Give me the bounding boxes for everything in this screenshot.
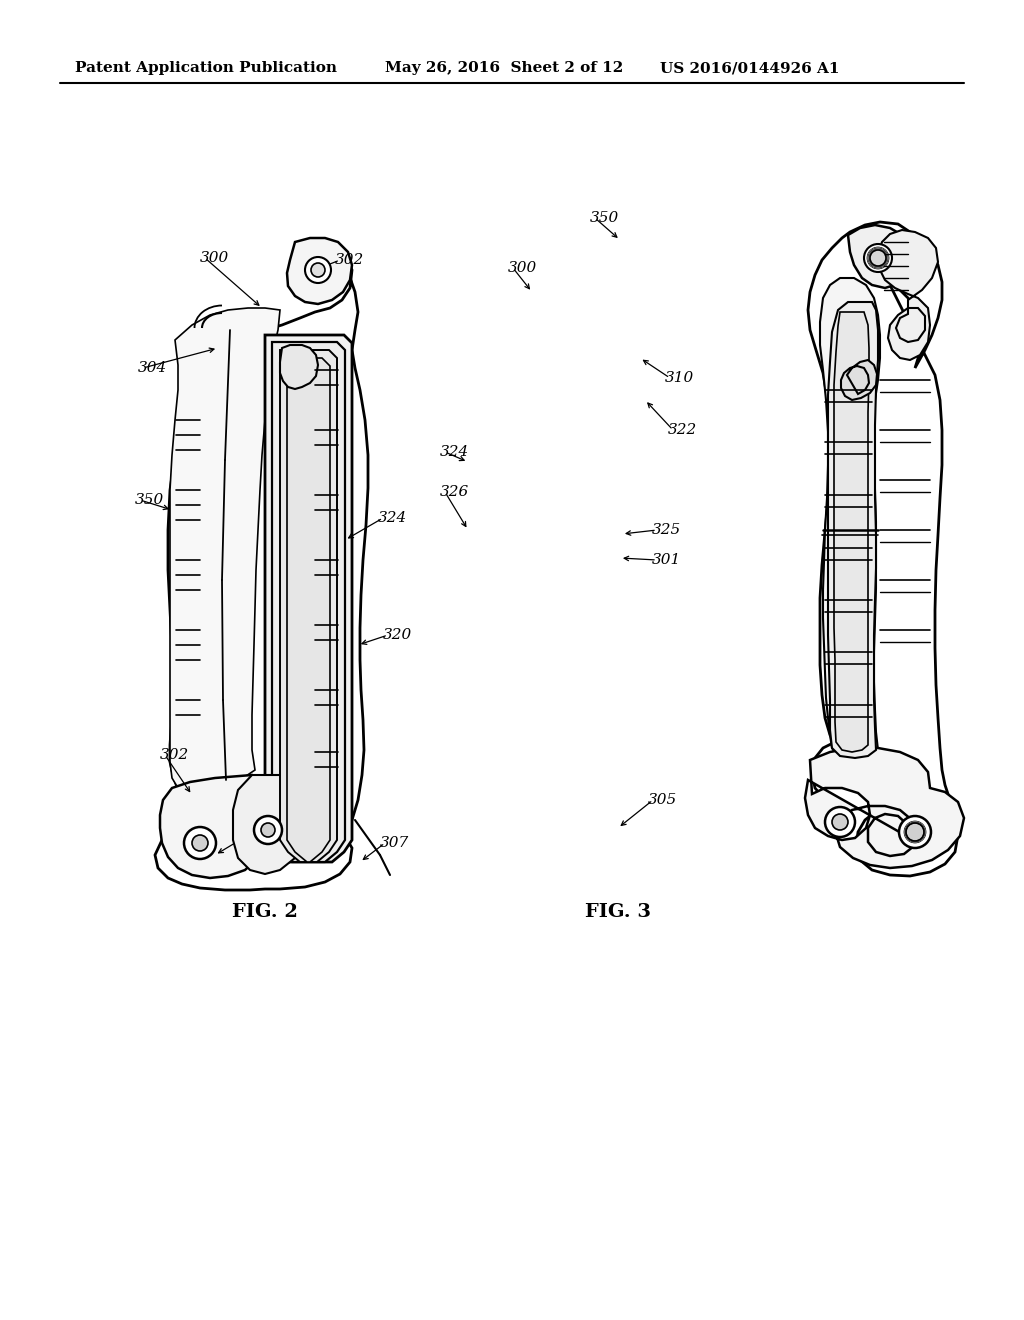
Text: 326: 326 [440, 484, 469, 499]
Text: 350: 350 [590, 211, 620, 224]
Text: Patent Application Publication: Patent Application Publication [75, 61, 337, 75]
Polygon shape [828, 302, 878, 758]
Text: 334: 334 [282, 851, 311, 865]
Circle shape [906, 822, 924, 841]
Polygon shape [834, 312, 869, 752]
Polygon shape [280, 345, 318, 389]
Text: 324: 324 [378, 511, 408, 525]
Polygon shape [233, 775, 302, 874]
Polygon shape [287, 358, 330, 862]
Text: May 26, 2016  Sheet 2 of 12: May 26, 2016 Sheet 2 of 12 [385, 61, 624, 75]
Text: 330: 330 [234, 833, 264, 847]
Circle shape [193, 836, 208, 851]
Text: 322: 322 [668, 422, 697, 437]
Text: 304: 304 [138, 360, 167, 375]
Circle shape [899, 816, 931, 847]
Circle shape [254, 816, 282, 843]
Text: 325: 325 [652, 523, 681, 537]
Polygon shape [848, 224, 912, 288]
Circle shape [864, 244, 892, 272]
Text: 300: 300 [200, 251, 229, 265]
Polygon shape [160, 775, 265, 878]
Text: 324: 324 [440, 445, 469, 459]
Polygon shape [841, 360, 877, 400]
Polygon shape [280, 350, 337, 862]
Circle shape [825, 807, 855, 837]
Circle shape [831, 814, 848, 830]
Text: 350: 350 [135, 492, 164, 507]
Polygon shape [272, 342, 345, 862]
Text: US 2016/0144926 A1: US 2016/0144926 A1 [660, 61, 840, 75]
Text: 302: 302 [160, 748, 189, 762]
Polygon shape [805, 748, 964, 869]
Polygon shape [155, 246, 368, 890]
Circle shape [184, 828, 216, 859]
Text: 305: 305 [648, 793, 677, 807]
Polygon shape [287, 238, 352, 304]
Text: FIG. 3: FIG. 3 [585, 903, 651, 921]
Polygon shape [878, 230, 938, 360]
Circle shape [311, 263, 325, 277]
Text: 320: 320 [383, 628, 413, 642]
Text: 301: 301 [652, 553, 681, 568]
Circle shape [261, 822, 275, 837]
Text: 310: 310 [665, 371, 694, 385]
Circle shape [870, 249, 886, 267]
Text: FIG. 2: FIG. 2 [232, 903, 298, 921]
Polygon shape [820, 279, 880, 763]
Text: 300: 300 [508, 261, 538, 275]
Circle shape [305, 257, 331, 282]
Polygon shape [170, 308, 280, 792]
Text: 307: 307 [380, 836, 410, 850]
Polygon shape [808, 222, 958, 876]
Text: 302: 302 [335, 253, 365, 267]
Polygon shape [265, 335, 352, 862]
